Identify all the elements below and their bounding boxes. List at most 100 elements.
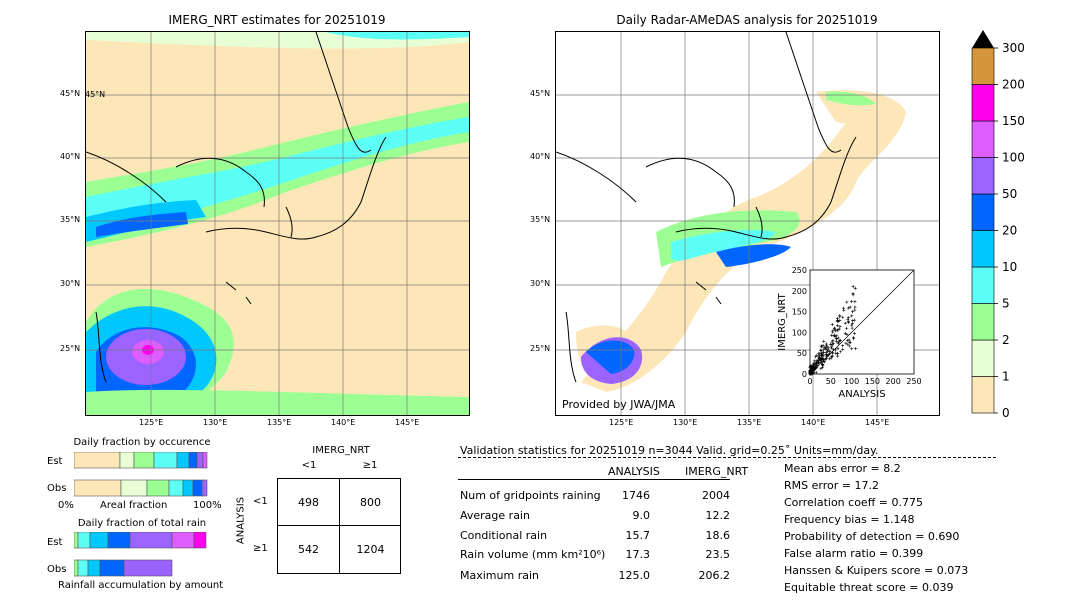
colorbar-arrow (972, 30, 994, 48)
scatter-point (825, 357, 829, 361)
right-map-title: Daily Radar-AMeDAS analysis for 20251019 (616, 13, 878, 27)
scatter-point (815, 363, 819, 367)
left-lon-label: 145°E (395, 418, 420, 427)
score-line: False alarm ratio = 0.399 (784, 547, 924, 560)
colorbar-label: 20 (1002, 224, 1017, 238)
scatter-point (825, 348, 829, 352)
scatter-point (831, 341, 835, 345)
scatter-point (814, 355, 818, 359)
scatter-point (847, 338, 851, 342)
scatter-ytick-label: 200 (792, 287, 807, 296)
scatter-point (846, 338, 850, 342)
left-lat-label: 45°N (60, 89, 81, 98)
contingency-cell: 542 (298, 543, 319, 556)
scatter-point (810, 368, 814, 372)
scatter-point (812, 371, 816, 375)
colorbar-label: 5 (1002, 297, 1010, 311)
colorbar-label: 0 (1002, 406, 1010, 420)
scatter-point (835, 316, 839, 320)
left-lat-label: 30°N (60, 279, 81, 288)
scatter-point (841, 344, 845, 348)
total-rain-title: Daily fraction of total rain (77, 518, 207, 529)
validation-row-analysis: 9.0 (632, 509, 651, 522)
contingency-divider (277, 525, 401, 526)
scatter-point (838, 325, 842, 329)
right-lon-label: 145°E (865, 418, 890, 427)
scatter-point (820, 345, 824, 349)
scatter-point (820, 365, 824, 369)
scatter-point (831, 329, 835, 333)
right-lat-label: 45°N (530, 89, 551, 98)
colorbar: 0 1 2 5 10 20 50 100 150 200 300 (971, 30, 1025, 420)
scatter-point (850, 323, 854, 327)
right-lat-label: 25°N (530, 344, 551, 353)
scatter-point (835, 334, 839, 338)
scatter-point (836, 354, 840, 358)
contingency-col-label: ≥1 (362, 460, 378, 471)
scatter-point (836, 328, 840, 332)
colorbar-label: 150 (1002, 114, 1025, 128)
scatter-xtick-label: 0 (807, 377, 812, 386)
right-lat-label: 35°N (530, 215, 551, 224)
scatter-point (835, 324, 839, 328)
scatter-ytick-label: 250 (792, 266, 807, 275)
validation-row-label: Conditional rain (460, 529, 548, 542)
right-lon-label: 135°E (737, 418, 762, 427)
scatter-point (830, 323, 834, 327)
scatter-point (853, 286, 857, 290)
validation-row-analysis: 17.3 (625, 548, 651, 561)
scatter-point (846, 306, 850, 310)
score-line: Mean abs error = 8.2 (784, 462, 901, 475)
scatter-ylabel: IMERG_NRT (777, 292, 788, 350)
scatter-point (822, 351, 826, 355)
contingency-cell: 1204 (356, 543, 385, 556)
scatter-point (830, 333, 834, 337)
occurrence-axis-start: 0% (58, 500, 74, 511)
scatter-point (832, 348, 836, 352)
colorbar-swatch (971, 47, 995, 85)
scatter-xtick-label: 250 (906, 377, 921, 386)
scatter-point (831, 338, 835, 342)
colorbar-label: 2 (1002, 333, 1010, 347)
contingency-title: IMERG_NRT (312, 445, 370, 456)
total-rain-obs-label: Obs (47, 564, 67, 575)
right-lat-label: 40°N (530, 152, 551, 161)
scatter-point (845, 300, 849, 304)
scatter-point (838, 315, 842, 319)
validation-dashed-rule (458, 457, 996, 458)
validation-header: Validation statistics for 20251019 n=304… (460, 444, 879, 457)
validation-rule (458, 479, 730, 480)
validation-row-imerg: 23.5 (705, 548, 731, 561)
scatter-point (829, 356, 833, 360)
colorbar-swatch (971, 303, 995, 341)
scatter-point (841, 306, 845, 310)
scatter-xlabel: ANALYSIS (838, 389, 885, 400)
scatter-point (821, 362, 825, 366)
validation-col-imerg: IMERG_NRT (685, 465, 749, 478)
scatter-point (850, 319, 854, 323)
left-lat-label: 40°N (60, 152, 81, 161)
scatter-point (850, 326, 854, 330)
scatter-point (846, 316, 850, 320)
scatter-point (851, 310, 855, 314)
contingency-row-label: ≥1 (253, 543, 268, 554)
scatter-ytick-label: 0 (802, 370, 807, 379)
scatter-point (817, 352, 821, 356)
scatter-point (836, 341, 840, 345)
scatter-point (813, 362, 817, 366)
scatter-point (812, 367, 816, 371)
scatter-point (845, 333, 849, 337)
scatter-point (828, 342, 832, 346)
scatter-xtick-label: 200 (886, 377, 901, 386)
left-lat-label: 25°N (60, 344, 81, 353)
scatter-point (825, 344, 829, 348)
scatter-point (843, 331, 847, 335)
scatter-point (834, 329, 838, 333)
contingency-row-axis-label: ANALYSIS (235, 496, 247, 545)
scatter-point (833, 326, 837, 330)
contingency-cell: 800 (360, 496, 381, 509)
scatter-point (832, 333, 836, 337)
occurrence-axis-end: 100% (193, 500, 222, 511)
scatter-point (850, 314, 854, 318)
scatter-point (851, 285, 855, 289)
